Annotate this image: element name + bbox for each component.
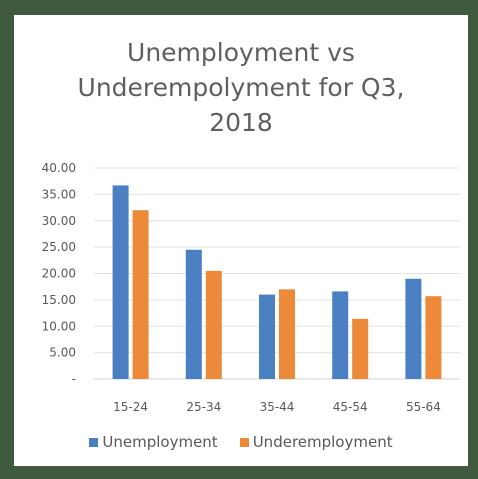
y-tick-label: 10.00 — [42, 319, 76, 333]
legend-swatch-underemployment — [239, 437, 249, 447]
chart-title-line-3: 2018 — [209, 108, 273, 137]
legend: Unemployment Underemployment — [14, 433, 468, 451]
y-tick-label: - — [72, 372, 76, 386]
x-tick-label: 25-34 — [186, 400, 221, 414]
legend-swatch-unemployment — [89, 437, 99, 447]
bar-unemployment-45-54 — [332, 291, 349, 379]
gridlines — [94, 167, 460, 380]
chart-panel: Unemployment vs Underempolyment for Q3, … — [14, 15, 468, 466]
y-tick-label: 15.00 — [42, 293, 76, 307]
y-tick-label: 30.00 — [42, 214, 76, 228]
legend-label-underemployment: Underemployment — [252, 433, 393, 451]
y-axis-ticks: - 5.00 10.00 15.00 20.00 25.00 30.00 35.00 40.00 — [42, 161, 76, 386]
x-tick-label: 15-24 — [113, 400, 148, 414]
y-tick-label: 5.00 — [49, 346, 76, 360]
bar-unemployment-35-44 — [259, 294, 275, 379]
y-tick-label: 40.00 — [42, 161, 76, 175]
y-tick-label: 25.00 — [42, 240, 76, 254]
bar-unemployment-55-64 — [405, 278, 422, 379]
chart-title-line-1: Unemployment vs — [127, 38, 355, 67]
legend-label-unemployment: Unemployment — [102, 433, 218, 451]
bar-chart: - 5.00 10.00 15.00 20.00 25.00 30.00 35.00 40.00… — [42, 161, 460, 414]
bar-unemployment-15-24 — [112, 185, 129, 379]
bar-underemployment-55-64 — [425, 296, 442, 379]
y-tick-label: 20.00 — [42, 267, 76, 281]
legend-item-underemployment: Underemployment — [239, 433, 393, 451]
bar-underemployment-25-34 — [205, 270, 222, 379]
chart-title: Unemployment vs Underempolyment for Q3, … — [14, 35, 468, 140]
bar-underemployment-45-54 — [352, 318, 369, 379]
x-tick-label: 55-64 — [406, 400, 441, 414]
x-axis-ticks: 15-24 25-34 35-44 45-54 55-64 — [113, 400, 441, 414]
bar-underemployment-15-24 — [132, 210, 149, 379]
bar-unemployment-25-34 — [185, 249, 202, 379]
x-tick-label: 35-44 — [260, 400, 295, 414]
x-tick-label: 45-54 — [333, 400, 368, 414]
bars — [112, 185, 442, 379]
bar-underemployment-35-44 — [279, 289, 295, 379]
chart-title-line-2: Underempolyment for Q3, — [77, 73, 405, 102]
legend-item-unemployment: Unemployment — [89, 433, 218, 451]
y-tick-label: 35.00 — [42, 187, 76, 201]
